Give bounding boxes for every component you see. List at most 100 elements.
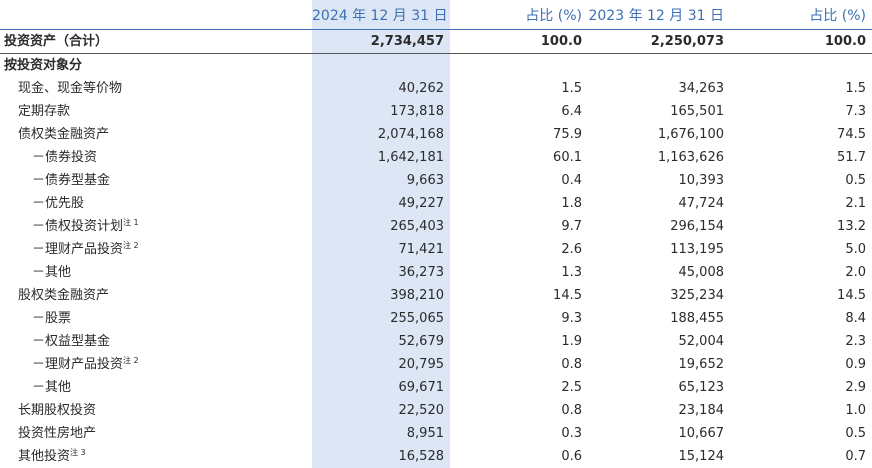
row-value-2023: 19,652 — [588, 353, 730, 376]
table-row: －理财产品投资注 2 71,421 2.6 113,195 5.0 — [0, 238, 872, 261]
row-value-2023: 165,501 — [588, 100, 730, 123]
row-pct-2024-text: 2.5 — [561, 380, 582, 395]
row-pct-2024-text: 0.3 — [561, 426, 582, 441]
row-label-text: －其他 — [32, 265, 72, 280]
row-value-2024: 22,520 — [312, 399, 450, 422]
row-pct-2024: 0.6 — [450, 445, 588, 468]
row-pct-2024-text: 75.9 — [553, 127, 582, 142]
row-pct-2024-text: 14.5 — [553, 288, 582, 303]
row-pct-2023-text: 13.2 — [837, 219, 866, 234]
table-row: －优先股 49,227 1.8 47,724 2.1 — [0, 192, 872, 215]
row-pct-2023-text: 0.9 — [845, 357, 866, 372]
row-label-text: －债券型基金 — [32, 173, 111, 188]
row-value-2024: 52,679 — [312, 330, 450, 353]
row-pct-2023: 14.5 — [730, 284, 872, 307]
row-value-2024-text: 16,528 — [398, 449, 445, 464]
row-pct-2023: 51.7 — [730, 146, 872, 169]
row-value-2024-text: 398,210 — [390, 288, 444, 303]
row-pct-2023-text: 1.0 — [845, 403, 866, 418]
row-pct-2024-text: 0.8 — [561, 403, 582, 418]
row-value-2024-text: 36,273 — [398, 265, 445, 280]
row-value-2024: 9,663 — [312, 169, 450, 192]
row-value-2024-text: 49,227 — [398, 196, 445, 211]
row-label-text: 定期存款 — [18, 104, 71, 119]
row-label-text: 长期股权投资 — [18, 403, 97, 418]
row-value-2024: 40,262 — [312, 77, 450, 100]
footnote-marker: 注 1 — [123, 218, 139, 227]
row-pct-2023-text: 5.0 — [845, 242, 866, 257]
footnote-marker: 注 3 — [70, 448, 86, 457]
row-pct-2023-text: 0.5 — [845, 426, 866, 441]
row-pct-2023: 7.3 — [730, 100, 872, 123]
total-label: 投资资产（合计） — [0, 29, 312, 54]
row-value-2024-text: 255,065 — [390, 311, 444, 326]
row-value-2023-text: 165,501 — [670, 104, 724, 119]
table-row: －权益型基金 52,679 1.9 52,004 2.3 — [0, 330, 872, 353]
row-value-2023-text: 325,234 — [670, 288, 724, 303]
row-label: －其他 — [0, 261, 312, 284]
row-pct-2024: 1.3 — [450, 261, 588, 284]
row-value-2024: 2,074,168 — [312, 123, 450, 146]
row-pct-2024-text: 9.3 — [561, 311, 582, 326]
row-value-2023: 296,154 — [588, 215, 730, 238]
header-label — [0, 0, 312, 30]
row-label: 长期股权投资 — [0, 399, 312, 422]
row-pct-2023-text: 8.4 — [845, 311, 866, 326]
table-row: －债权投资计划注 1 265,403 9.7 296,154 13.2 — [0, 215, 872, 238]
row-pct-2024-text: 6.4 — [561, 104, 582, 119]
row-pct-2023: 13.2 — [730, 215, 872, 238]
row-value-2024: 16,528 — [312, 445, 450, 468]
table-row: －债券型基金 9,663 0.4 10,393 0.5 — [0, 169, 872, 192]
row-value-2024: 8,951 — [312, 422, 450, 445]
row-pct-2024-text: 60.1 — [553, 150, 582, 165]
row-pct-2024: 0.8 — [450, 353, 588, 376]
row-value-2024-text: 9,663 — [406, 173, 444, 188]
row-pct-2024: 9.3 — [450, 307, 588, 330]
row-pct-2023-text: 2.3 — [845, 334, 866, 349]
row-pct-2024-text: 2.6 — [561, 242, 582, 257]
row-value-2023-text: 15,124 — [678, 449, 725, 464]
row-value-2023: 10,667 — [588, 422, 730, 445]
row-pct-2024: 0.4 — [450, 169, 588, 192]
row-value-2024-text: 265,403 — [390, 219, 444, 234]
row-value-2024-text: 20,795 — [398, 357, 445, 372]
row-label: －理财产品投资注 2 — [0, 238, 312, 261]
row-value-2023: 1,163,626 — [588, 146, 730, 169]
row-pct-2023: 2.1 — [730, 192, 872, 215]
row-pct-2023-text: 14.5 — [837, 288, 866, 303]
row-pct-2024: 0.3 — [450, 422, 588, 445]
row-pct-2023-text: 0.5 — [845, 173, 866, 188]
table-row: －其他 69,671 2.5 65,123 2.9 — [0, 376, 872, 399]
row-label: 现金、现金等价物 — [0, 77, 312, 100]
row-value-2023-text: 19,652 — [678, 357, 725, 372]
header-row: 2024 年 12 月 31 日 占比 (%) 2023 年 12 月 31 日… — [0, 0, 872, 30]
row-value-2023: 65,123 — [588, 376, 730, 399]
row-pct-2023: 1.0 — [730, 399, 872, 422]
row-label-text: －理财产品投资 — [32, 242, 124, 257]
row-value-2023-text: 113,195 — [670, 242, 724, 257]
header-2023: 2023 年 12 月 31 日 — [588, 0, 730, 30]
row-value-2023-text: 52,004 — [678, 334, 725, 349]
row-pct-2023: 5.0 — [730, 238, 872, 261]
row-pct-2023: 0.5 — [730, 422, 872, 445]
row-value-2024: 20,795 — [312, 353, 450, 376]
section-label: 按投资对象分 — [4, 58, 83, 73]
row-value-2023: 15,124 — [588, 445, 730, 468]
footnote-marker: 注 2 — [123, 241, 139, 250]
row-value-2023: 1,676,100 — [588, 123, 730, 146]
row-label: －优先股 — [0, 192, 312, 215]
row-value-2023-text: 45,008 — [678, 265, 725, 280]
row-label-text: 投资性房地产 — [18, 426, 97, 441]
row-pct-2024-text: 9.7 — [561, 219, 582, 234]
row-pct-2024: 6.4 — [450, 100, 588, 123]
row-value-2023-text: 47,724 — [678, 196, 725, 211]
total-pct-2024: 100.0 — [450, 29, 588, 54]
row-label-text: －其他 — [32, 380, 72, 395]
row-pct-2023-text: 2.9 — [845, 380, 866, 395]
row-value-2023-text: 23,184 — [678, 403, 725, 418]
row-label: －理财产品投资注 2 — [0, 353, 312, 376]
header-pct-2024: 占比 (%) — [450, 0, 588, 30]
row-value-2023-text: 296,154 — [670, 219, 724, 234]
row-pct-2024-text: 1.8 — [561, 196, 582, 211]
row-value-2024-text: 71,421 — [398, 242, 445, 257]
